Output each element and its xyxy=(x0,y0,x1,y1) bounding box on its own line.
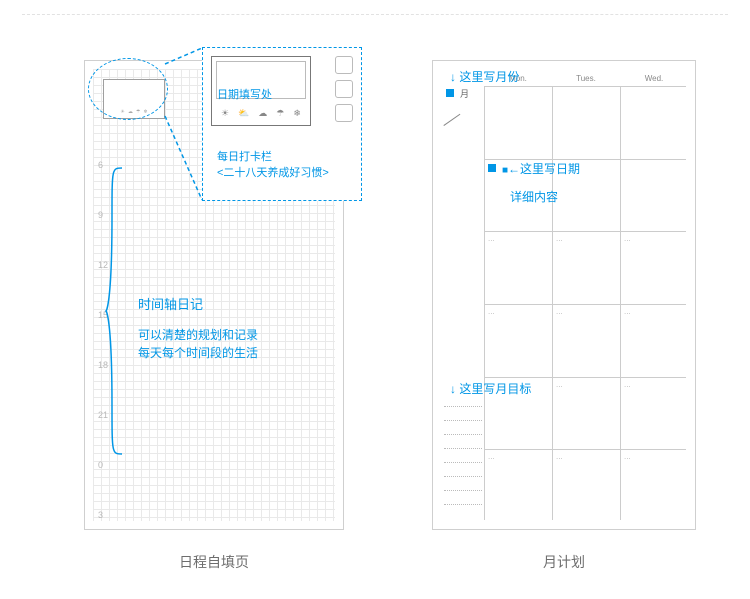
grid-hline-4 xyxy=(484,377,686,378)
checkin-box-1 xyxy=(335,56,353,74)
month-diagonal-line xyxy=(433,98,461,126)
grid-hline-2 xyxy=(484,231,686,232)
monthly-planner-page: Mon. Tues. Wed. 月 ......................… xyxy=(432,60,696,530)
grid-hline-3 xyxy=(484,304,686,305)
timeline-brace xyxy=(104,166,128,456)
month-marker-square xyxy=(446,89,454,97)
cell-ellipsis-r5-c0: ... xyxy=(488,452,495,461)
day-header-wed: Wed. xyxy=(620,70,688,86)
notes-line-1 xyxy=(444,420,482,421)
cell-ellipsis-r4-c2: ... xyxy=(624,380,631,389)
zoom-detail-box: ☀ ⛅ ☁ ☂ ❄ 日期填写处 每日打卡栏 <二十八天养成好习惯> xyxy=(202,47,362,201)
cell-ellipsis-r3-c1: ... xyxy=(556,307,563,316)
timeline-title-annotation: 时间轴日记 xyxy=(138,294,203,313)
snow-icon: ❄ xyxy=(293,108,301,119)
checkin-column xyxy=(335,56,353,122)
sun-icon: ☀ xyxy=(221,108,229,119)
cell-ellipsis-r3-c0: ... xyxy=(488,307,495,316)
grid-hline-5 xyxy=(484,449,686,450)
checkin-box-2 xyxy=(335,80,353,98)
zoom-source-circle xyxy=(88,58,168,120)
monthly-planner-inner: Mon. Tues. Wed. 月 ......................… xyxy=(442,70,686,520)
partly-cloudy-icon: ⛅ xyxy=(238,108,249,119)
notes-line-6 xyxy=(444,490,482,491)
grid-vline-1 xyxy=(552,86,553,520)
cell-ellipsis-r5-c2: ... xyxy=(624,452,631,461)
notes-line-3 xyxy=(444,448,482,449)
anno-month-goal: ↓ 这里写月目标 xyxy=(450,380,531,397)
cell-ellipsis-r2-c0: ... xyxy=(488,234,495,243)
checkin-box-3 xyxy=(335,104,353,122)
day-header-tue: Tues. xyxy=(552,70,620,86)
zoom-weather-row: ☀ ⛅ ☁ ☂ ❄ xyxy=(212,108,310,119)
anno-detail-content: 详细内容 xyxy=(510,188,558,205)
anno-date-here: ■←这里写日期 xyxy=(502,160,580,177)
cell-ellipsis-r5-c1: ... xyxy=(556,452,563,461)
checkin-annotation-1: 每日打卡栏 xyxy=(217,148,272,164)
notes-line-4 xyxy=(444,462,482,463)
top-divider xyxy=(22,14,728,15)
cell-ellipsis-r4-c1: ... xyxy=(556,380,563,389)
cell-ellipsis-r3-c2: ... xyxy=(624,307,631,316)
caption-left: 日程自填页 xyxy=(84,552,344,572)
anno-month-here: ↓ 这里写月份 xyxy=(450,68,519,85)
notes-line-7 xyxy=(444,504,482,505)
umbrella-icon: ☂ xyxy=(276,108,284,119)
cell-ellipsis-r2-c2: ... xyxy=(624,234,631,243)
month-column: 月 xyxy=(442,86,484,520)
notes-line-5 xyxy=(444,476,482,477)
checkin-annotation-2: <二十八天养成好习惯> xyxy=(217,164,329,180)
grid-vline-2 xyxy=(620,86,621,520)
notes-line-0 xyxy=(444,406,482,407)
date-marker-square xyxy=(488,164,496,172)
grid-vline-0 xyxy=(484,86,485,520)
date-fill-annotation: 日期填写处 xyxy=(217,86,272,102)
notes-line-2 xyxy=(444,434,482,435)
timeline-desc-1: 可以清楚的规划和记录 xyxy=(138,326,258,343)
timeline-desc-2: 每天每个时间段的生活 xyxy=(138,344,258,361)
month-char: 月 xyxy=(460,87,469,100)
cloud-icon: ☁ xyxy=(258,108,267,119)
cell-ellipsis-r2-c1: ... xyxy=(556,234,563,243)
grid-hline-0 xyxy=(484,86,686,87)
caption-right: 月计划 xyxy=(432,552,696,572)
